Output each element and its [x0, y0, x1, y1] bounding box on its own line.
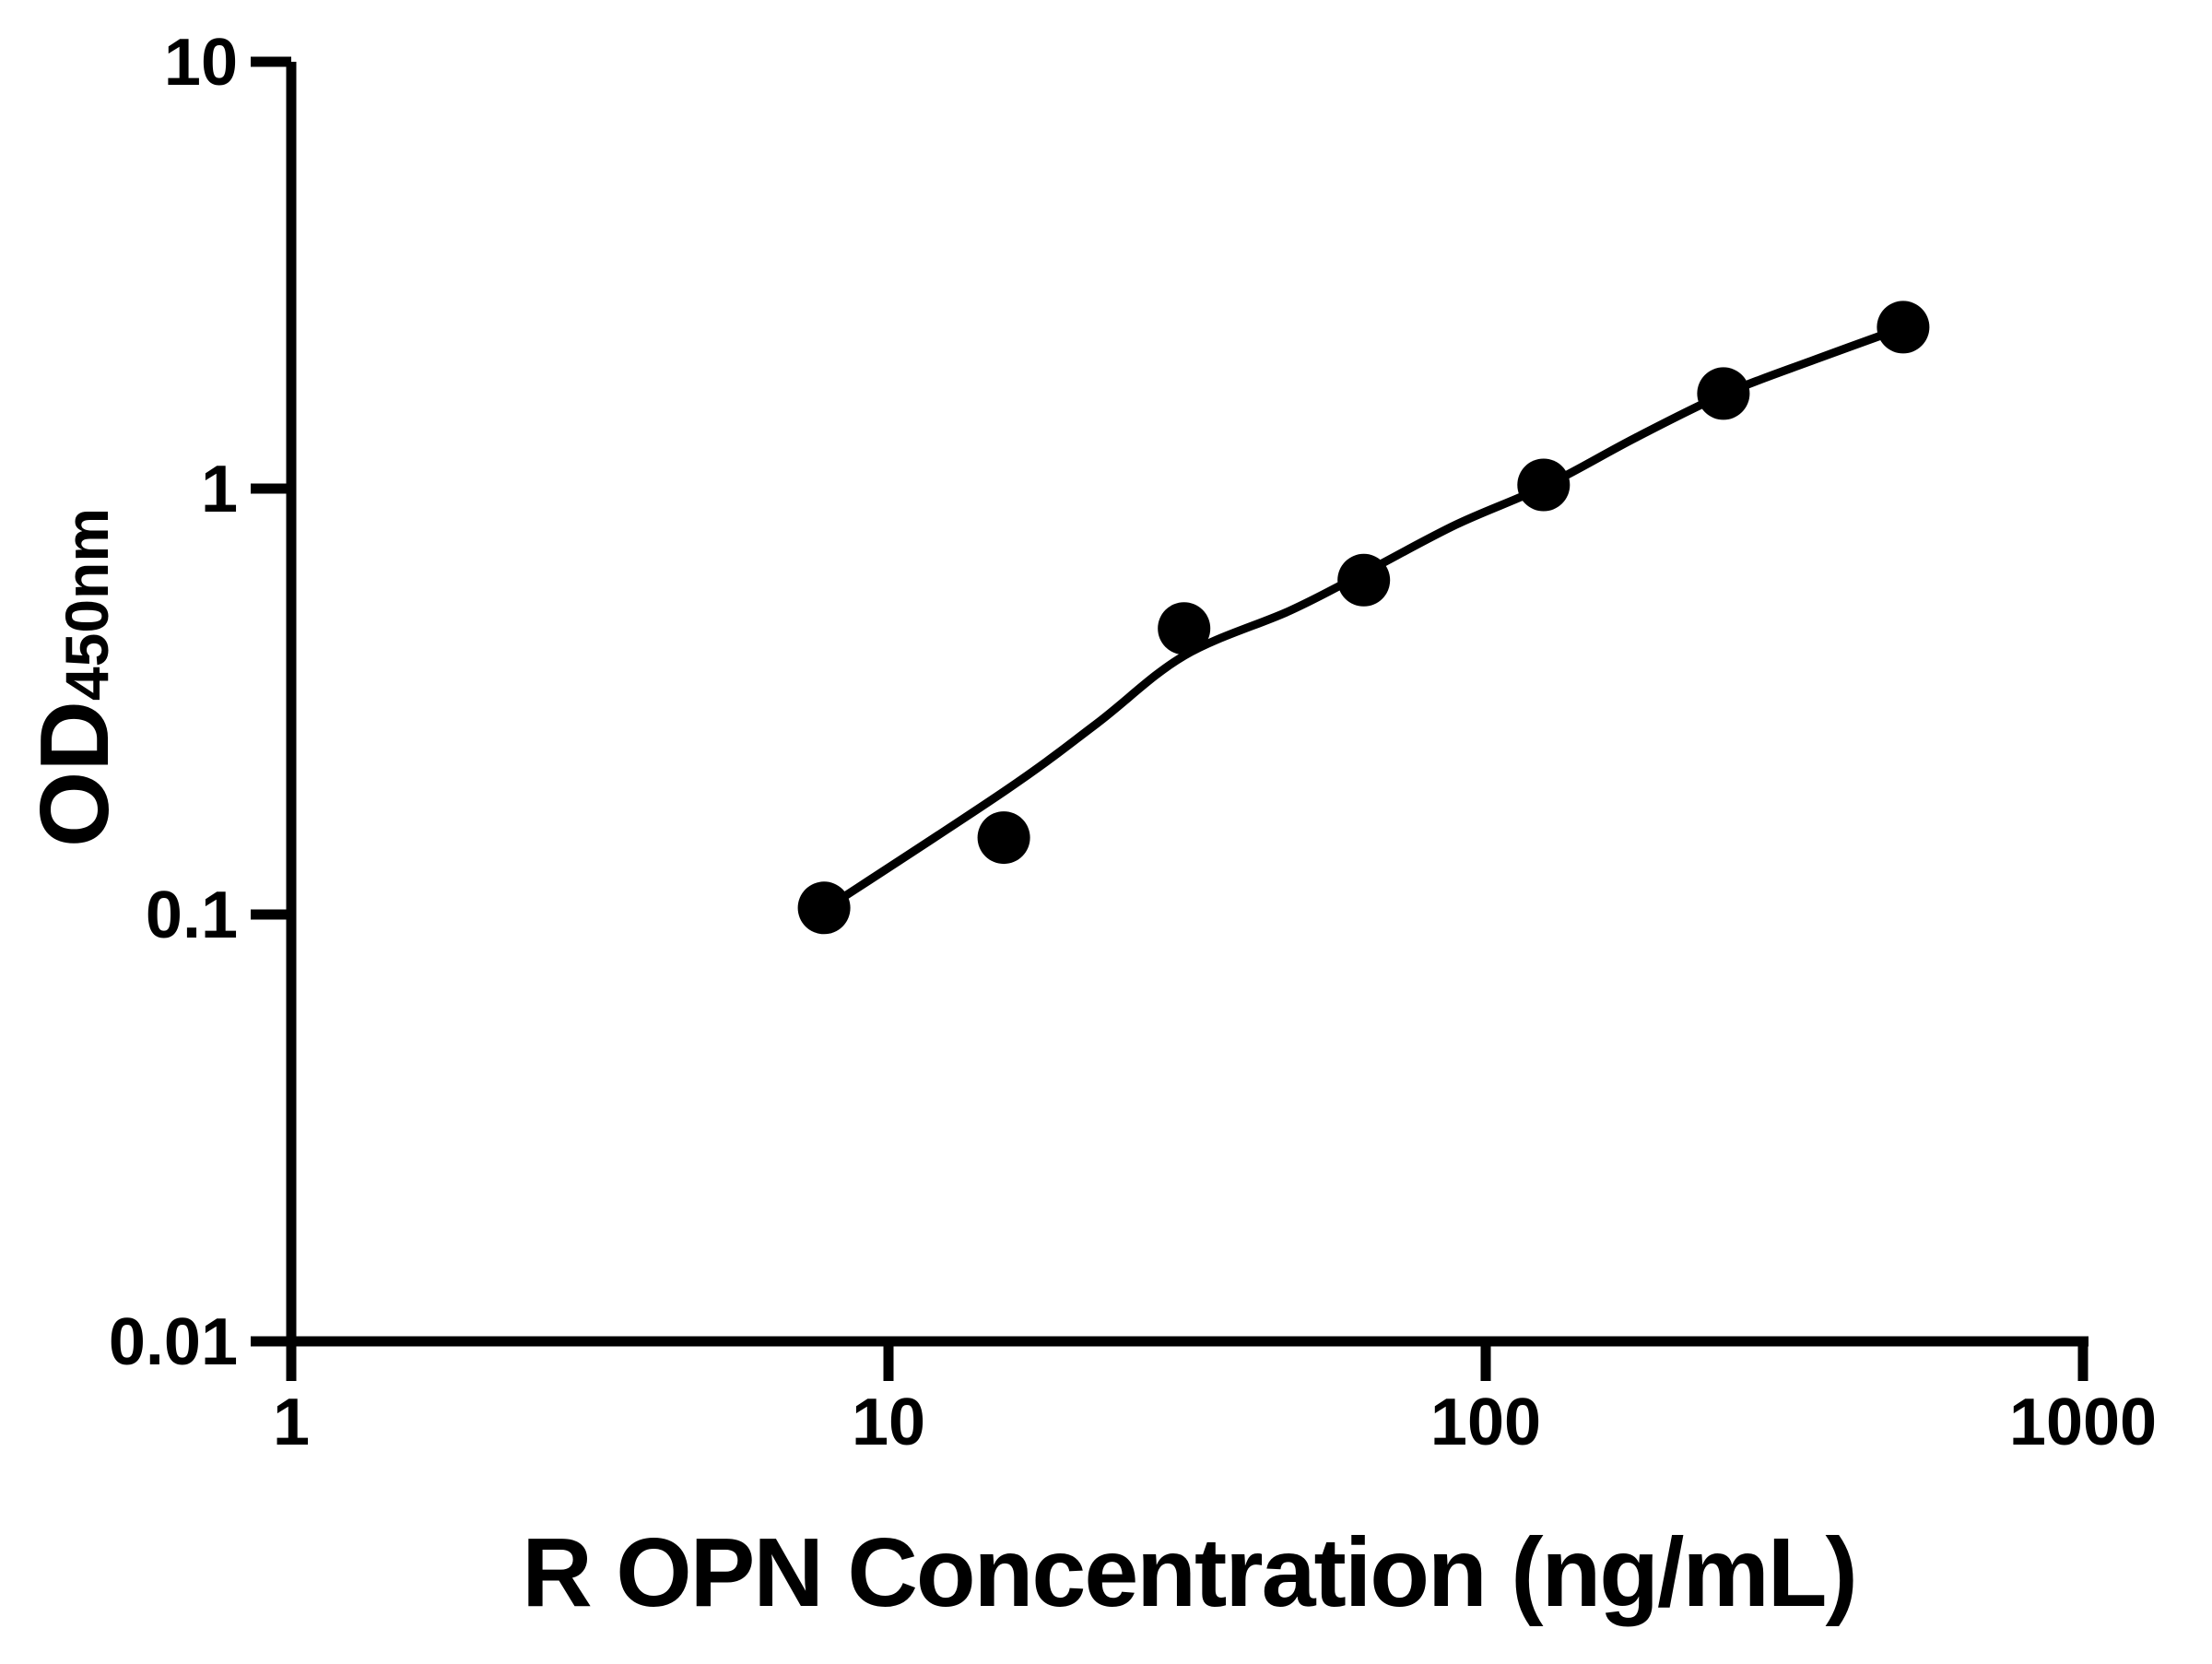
y-axis-tick-labels: 10 1 0.1 0.01: [109, 26, 238, 1379]
data-point-marker: [1517, 458, 1571, 512]
data-point-marker: [1877, 301, 1930, 354]
y-axis-title-subscript: 450nm: [53, 508, 121, 701]
y-tick-label-0p01: 0.01: [109, 1305, 238, 1379]
y-axis-title-main: OD: [20, 701, 129, 847]
y-tick-label-0p1: 0.1: [146, 879, 238, 952]
data-point-marker: [1697, 367, 1750, 420]
x-axis-tick-labels: 1 10 100 1000: [273, 1386, 2157, 1459]
x-axis-title: R OPN Concentration (ng/mL): [522, 1518, 1856, 1627]
x-tick-label-1000: 1000: [2009, 1386, 2157, 1459]
x-tick-label-100: 100: [1430, 1386, 1541, 1459]
data-point-marker: [977, 811, 1030, 865]
y-tick-label-1: 1: [201, 453, 238, 526]
data-points: [797, 301, 1930, 935]
data-point-marker: [1158, 602, 1211, 655]
y-tick-label-10: 10: [164, 26, 238, 100]
x-tick-label-1: 1: [273, 1386, 310, 1459]
data-point-marker: [797, 881, 851, 935]
x-tick-label-10: 10: [852, 1386, 925, 1459]
data-point-marker: [1337, 553, 1391, 607]
y-axis-title: OD450nm: [20, 508, 129, 847]
axes: [251, 56, 2088, 1381]
